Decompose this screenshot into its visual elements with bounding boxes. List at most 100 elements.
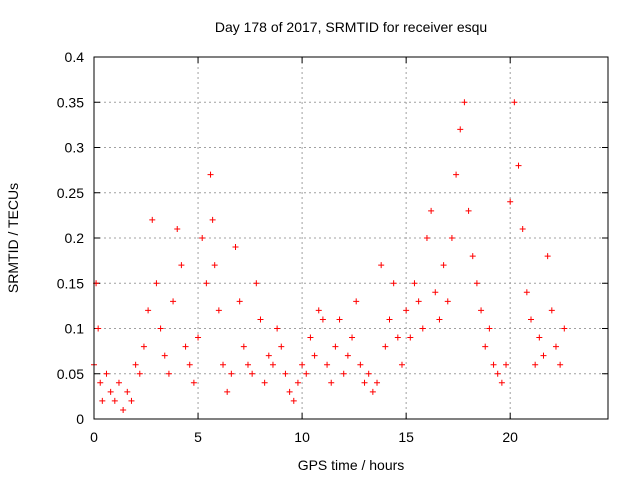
data-point [257, 316, 264, 323]
data-point [494, 370, 501, 377]
data-point [432, 289, 439, 296]
data-point [382, 343, 389, 350]
data-point [344, 352, 351, 359]
y-axis-title: SRMTID / TECUs [5, 183, 21, 293]
data-point [209, 216, 216, 223]
data-point [224, 388, 231, 395]
data-point [503, 361, 510, 368]
data-point [228, 370, 235, 377]
data-point [532, 361, 539, 368]
data-point [161, 352, 168, 359]
data-point [519, 225, 526, 232]
data-point [440, 262, 447, 269]
data-point [103, 370, 110, 377]
y-tick-label: 0.1 [65, 321, 85, 337]
x-tick-label: 20 [502, 429, 518, 445]
data-point [286, 388, 293, 395]
plot-frame [93, 56, 609, 420]
data-point [203, 280, 210, 287]
y-tick-label: 0.05 [57, 366, 84, 382]
data-point [378, 262, 385, 269]
data-point [374, 379, 381, 386]
data-point [415, 298, 422, 305]
data-point [178, 262, 185, 269]
data-point [153, 280, 160, 287]
data-point [328, 379, 335, 386]
data-point [540, 352, 547, 359]
data-point [145, 307, 152, 314]
data-point [236, 298, 243, 305]
data-point [220, 361, 227, 368]
data-point [299, 361, 306, 368]
data-point [111, 397, 118, 404]
data-point [482, 343, 489, 350]
x-axis-title: GPS time / hours [298, 457, 405, 473]
y-tick-label: 0.3 [65, 140, 85, 156]
data-point [444, 298, 451, 305]
data-point [115, 379, 122, 386]
data-point [282, 370, 289, 377]
data-point [319, 316, 326, 323]
data-point [507, 198, 514, 205]
data-point [548, 307, 555, 314]
data-point [436, 316, 443, 323]
data-point [465, 207, 472, 214]
grid-layer [94, 57, 608, 419]
data-point [140, 343, 147, 350]
data-point [428, 207, 435, 214]
x-tick-label: 5 [194, 429, 202, 445]
data-point [528, 316, 535, 323]
x-tick-labels: 0 5 10 15 20 [90, 429, 518, 445]
data-point [97, 379, 104, 386]
data-point [490, 361, 497, 368]
data-point [170, 298, 177, 305]
data-point [232, 244, 239, 251]
x-tick-label: 0 [90, 429, 98, 445]
data-point [186, 361, 193, 368]
data-point [157, 325, 164, 332]
data-point [290, 397, 297, 404]
data-point [386, 316, 393, 323]
data-point [195, 334, 202, 341]
data-point [536, 334, 543, 341]
data-point [357, 361, 364, 368]
data-point [99, 397, 106, 404]
data-point [336, 316, 343, 323]
data-point [473, 280, 480, 287]
data-point [294, 379, 301, 386]
y-tick-label: 0.4 [65, 49, 85, 65]
data-point [340, 370, 347, 377]
data-point [411, 280, 418, 287]
data-point [128, 397, 135, 404]
data-point [423, 235, 430, 241]
data-point [261, 379, 268, 386]
data-point [95, 325, 102, 332]
data-point [369, 388, 376, 395]
data-point [365, 370, 372, 377]
data-point [182, 343, 189, 350]
x-tick-label: 15 [398, 429, 414, 445]
y-tick-label: 0.35 [57, 94, 84, 110]
data-point [361, 379, 368, 386]
data-point [107, 388, 114, 395]
data-point [403, 307, 410, 314]
data-point [307, 334, 314, 341]
y-tick-label: 0.2 [65, 230, 85, 246]
data-point [457, 126, 464, 133]
data-point [561, 325, 568, 332]
y-tick-label: 0 [76, 411, 84, 427]
data-point [253, 280, 260, 287]
data-point [448, 235, 455, 241]
data-point [207, 171, 214, 178]
data-point [278, 343, 285, 350]
data-point [498, 379, 505, 386]
data-point [515, 162, 522, 169]
data-point [353, 298, 360, 305]
data-point [486, 325, 493, 332]
data-point [303, 370, 310, 377]
data-point [349, 334, 356, 341]
data-point [523, 289, 530, 296]
data-point [215, 307, 222, 314]
data-point [453, 171, 460, 178]
